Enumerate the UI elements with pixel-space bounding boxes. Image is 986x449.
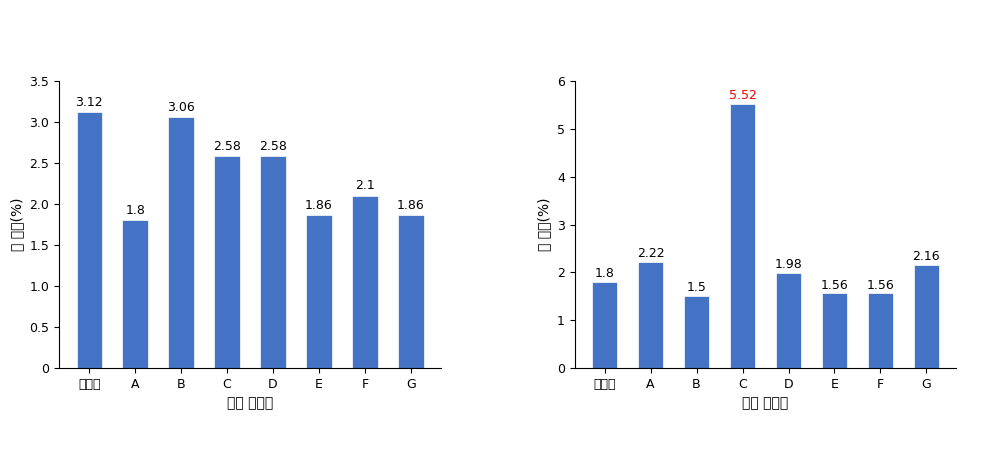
Bar xyxy=(398,216,424,368)
Text: 2.16: 2.16 xyxy=(913,250,941,263)
Bar xyxy=(730,104,755,368)
Text: 1.8: 1.8 xyxy=(125,204,145,217)
Bar xyxy=(914,265,939,368)
X-axis label: 버섯 균사체: 버섯 균사체 xyxy=(227,396,273,410)
Text: 1.5: 1.5 xyxy=(686,282,707,295)
Bar xyxy=(260,156,286,368)
Bar xyxy=(169,117,193,368)
Text: 1.86: 1.86 xyxy=(305,199,333,212)
Y-axis label: 총 산도(%): 총 산도(%) xyxy=(10,198,24,251)
Bar xyxy=(868,294,893,368)
Text: 1.86: 1.86 xyxy=(397,199,425,212)
Text: 2.58: 2.58 xyxy=(259,140,287,153)
Text: 3.12: 3.12 xyxy=(75,96,103,109)
Text: 1.56: 1.56 xyxy=(867,278,894,291)
Text: 2.58: 2.58 xyxy=(213,140,241,153)
Bar xyxy=(122,220,148,368)
Bar xyxy=(307,216,331,368)
Y-axis label: 총 산도(%): 총 산도(%) xyxy=(537,198,551,251)
Text: 5.52: 5.52 xyxy=(729,89,756,102)
Text: 3.06: 3.06 xyxy=(168,101,195,114)
Bar xyxy=(592,282,617,368)
Text: 1.8: 1.8 xyxy=(595,267,614,280)
Bar xyxy=(77,112,102,368)
Bar xyxy=(352,196,378,368)
X-axis label: 버섯 균사체: 버섯 균사체 xyxy=(742,396,789,410)
Bar xyxy=(776,273,802,368)
Text: 2.22: 2.22 xyxy=(637,247,665,260)
Text: 1.56: 1.56 xyxy=(820,278,848,291)
Bar xyxy=(822,294,847,368)
Bar xyxy=(684,296,709,368)
Text: 1.98: 1.98 xyxy=(775,259,803,272)
Text: 2.1: 2.1 xyxy=(355,180,375,193)
Bar xyxy=(214,156,240,368)
Bar xyxy=(638,262,664,368)
